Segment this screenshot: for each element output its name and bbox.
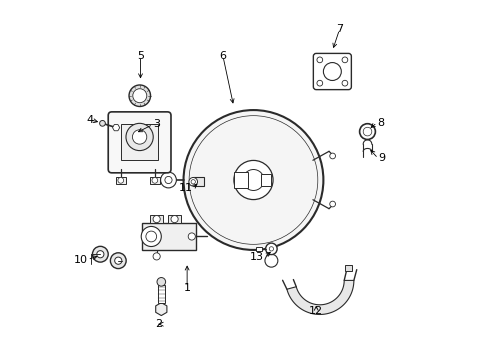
Circle shape: [92, 246, 108, 262]
Circle shape: [191, 180, 195, 184]
Circle shape: [115, 257, 122, 264]
Bar: [142, 223, 196, 250]
Text: 3: 3: [153, 120, 160, 129]
Text: 11: 11: [178, 183, 192, 193]
FancyBboxPatch shape: [108, 112, 171, 173]
Bar: [193, 177, 203, 186]
Circle shape: [269, 247, 273, 251]
Circle shape: [265, 243, 277, 255]
Text: 12: 12: [308, 306, 323, 316]
Circle shape: [171, 216, 178, 223]
Circle shape: [153, 216, 160, 223]
Circle shape: [100, 121, 105, 126]
Bar: [158, 285, 164, 303]
Circle shape: [243, 170, 264, 190]
Circle shape: [316, 57, 322, 63]
Circle shape: [363, 127, 371, 136]
Bar: [149, 177, 160, 184]
Bar: [255, 247, 262, 251]
Circle shape: [183, 110, 323, 250]
Bar: [344, 265, 351, 271]
Circle shape: [157, 278, 165, 286]
Bar: [150, 215, 163, 223]
Circle shape: [164, 176, 172, 184]
Circle shape: [129, 85, 150, 107]
Circle shape: [145, 231, 156, 242]
Circle shape: [329, 153, 335, 159]
Text: 4: 4: [86, 115, 93, 125]
Text: 7: 7: [335, 24, 343, 35]
Bar: [168, 215, 181, 223]
Circle shape: [153, 253, 160, 260]
FancyBboxPatch shape: [313, 53, 351, 90]
Circle shape: [152, 177, 158, 183]
Circle shape: [233, 161, 272, 199]
Text: 9: 9: [378, 153, 385, 163]
Circle shape: [189, 116, 317, 244]
Polygon shape: [286, 280, 353, 315]
Circle shape: [97, 251, 104, 258]
Circle shape: [141, 226, 161, 247]
Text: 10: 10: [73, 255, 87, 265]
Circle shape: [341, 57, 347, 63]
Circle shape: [329, 201, 335, 207]
Text: 2: 2: [155, 319, 162, 329]
Circle shape: [359, 124, 375, 139]
Circle shape: [188, 177, 197, 186]
Circle shape: [341, 80, 347, 86]
Circle shape: [132, 130, 146, 144]
Bar: [121, 125, 158, 160]
Circle shape: [264, 254, 277, 267]
Circle shape: [188, 233, 195, 240]
Bar: [260, 174, 271, 186]
Text: 13: 13: [250, 252, 264, 262]
Circle shape: [316, 80, 322, 86]
Circle shape: [133, 89, 146, 103]
Circle shape: [160, 172, 176, 188]
Polygon shape: [155, 303, 166, 316]
Text: 8: 8: [376, 118, 384, 128]
Text: 1: 1: [183, 283, 190, 293]
Circle shape: [126, 123, 153, 150]
Ellipse shape: [323, 63, 341, 81]
Bar: [116, 177, 125, 184]
Polygon shape: [112, 125, 120, 131]
Circle shape: [118, 177, 123, 183]
Bar: [233, 172, 247, 188]
Circle shape: [110, 253, 126, 269]
Text: 6: 6: [219, 51, 226, 61]
Text: 5: 5: [137, 51, 143, 61]
